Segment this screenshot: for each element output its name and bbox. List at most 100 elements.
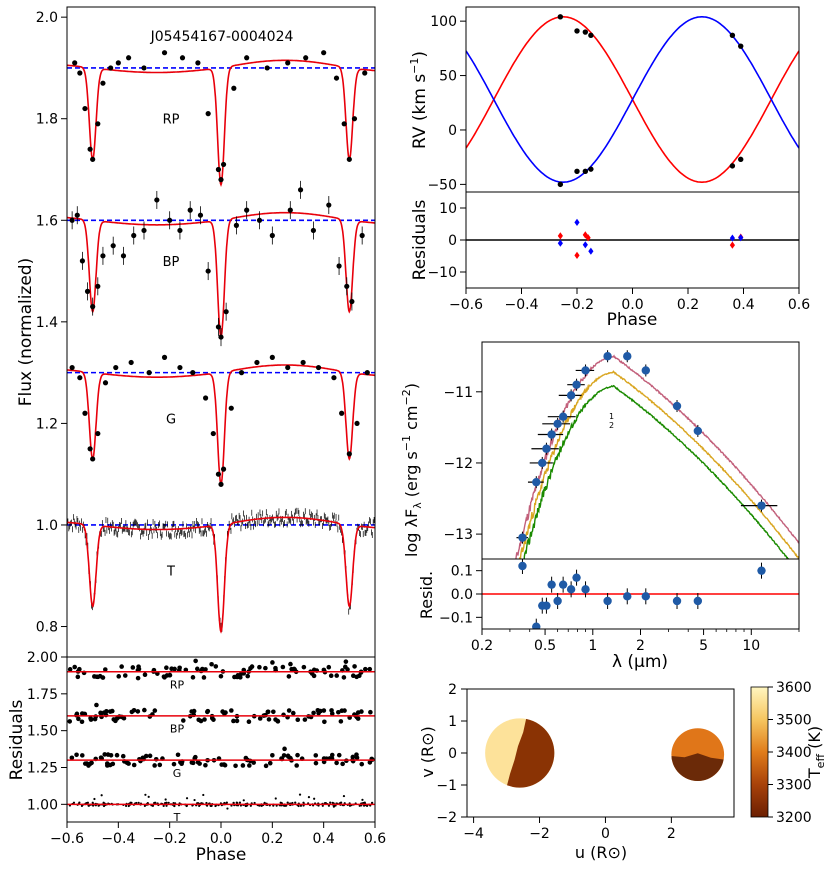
residual-point-g [270, 752, 275, 758]
lightcurve-point-bp [349, 298, 355, 305]
residual-point-bp [94, 702, 99, 708]
lightcurve-point-g [95, 430, 101, 437]
residual-point-rp [249, 664, 255, 669]
residual-point-bp [142, 707, 147, 713]
lightcurve-point-bp [90, 304, 96, 310]
y-tick-label: 1.00 [27, 797, 58, 813]
residual-point-bp [205, 708, 211, 714]
star-ylabel: v (R⊙) [418, 726, 437, 778]
lightcurve-point-bp [79, 258, 85, 264]
temperature-colorbar [750, 686, 769, 818]
residual-point-g [114, 752, 120, 758]
residual-point-rp [167, 672, 173, 678]
star-1-spot-group [505, 718, 555, 788]
sed-residual-point [542, 601, 551, 610]
sed-photometry-point [693, 426, 703, 436]
x-tick-label: 10 [742, 638, 760, 654]
residual-point-bp [88, 715, 93, 721]
residual-point-bp [257, 716, 263, 721]
residual-point-bp [336, 709, 341, 715]
lightcurve-point-rp [82, 105, 88, 112]
lightcurve-point-rp [77, 70, 83, 76]
x-tick-label: −0.6 [449, 297, 483, 313]
residual-point-t [214, 804, 217, 808]
residual-point-t [313, 797, 316, 800]
y-tick-label: 1.50 [27, 724, 58, 740]
residual-point-t [164, 798, 167, 801]
rv-point-secondary [582, 168, 589, 175]
lightcurve-point-rp [126, 55, 132, 61]
residual-point-rp [328, 673, 334, 679]
lightcurve-point-g [346, 451, 352, 457]
rv-residual-point-primary [729, 241, 735, 249]
sed-residual-panel: 0.1 0.0 −0.1 0.2 0.5 1 2 5 10 Resid. λ (μm) [417, 558, 800, 672]
residual-point-g [263, 763, 269, 769]
sed-photometry-point [547, 430, 556, 439]
residual-point-t [137, 801, 140, 804]
residual-point-g [313, 760, 319, 766]
residual-point-rp [155, 671, 160, 676]
lightcurve-point-rp [100, 80, 106, 86]
residual-point-rp [161, 674, 167, 679]
sed-residual-point [553, 596, 562, 606]
residual-point-g [153, 757, 159, 762]
residual-point-g [240, 763, 246, 768]
lightcurve-point-g [77, 375, 83, 381]
rv-point-primary [738, 156, 744, 163]
sed-residual-point [693, 596, 703, 606]
x-tick-label: −4 [463, 826, 484, 842]
y-tick-label: −1 [436, 778, 457, 794]
y-tick-label: 1.25 [27, 760, 58, 776]
rv-residual-ylabel: Residuals [410, 200, 430, 281]
sed-residual-ylabel: Resid. [417, 571, 436, 619]
residual-point-t [253, 801, 256, 805]
residual-point-rp [77, 666, 82, 672]
residual-point-t [286, 801, 289, 804]
lightcurve-point-bp [359, 232, 365, 239]
residual-point-bp [92, 716, 98, 722]
rv-point-primary [557, 14, 564, 20]
y-tick-label: 50 [439, 69, 457, 85]
lightcurve-point-bp [187, 207, 193, 213]
lightcurve-point-rp [220, 161, 227, 168]
rv-residual-panel: −10 0 10 −0.6 −0.4 −0.2 0.0 0.2 0.4 0.6 Residual… [410, 191, 810, 330]
sed-residual-point [757, 566, 766, 575]
residual-point-t [102, 801, 105, 804]
residual-point-t [294, 801, 297, 804]
residual-point-rp [288, 661, 293, 667]
sed-photometry-point [538, 458, 547, 468]
lightcurve-point-g [161, 354, 168, 360]
model-line-t [67, 516, 375, 634]
residual-point-g [195, 759, 201, 765]
residual-point-rp [367, 666, 373, 672]
rv-ylabel: RV (km s−1) [408, 51, 430, 149]
rv-residual-point-secondary [574, 218, 580, 226]
residual-point-rp [342, 664, 348, 670]
lightcurve-residual-panel: 1.00 1.25 1.50 1.75 2.00 −0.6 −0.4 −0.2 0.0 0.2 0… [7, 650, 386, 865]
lightcurve-point-bp [141, 227, 147, 234]
lightcurve-point-g [364, 370, 370, 376]
sed-model-total-0 [515, 354, 799, 559]
residual-point-t [329, 801, 332, 804]
residual-point-bp [152, 708, 158, 713]
residual-point-rp [311, 673, 317, 679]
residual-point-g [286, 754, 291, 759]
x-tick-label: 5 [699, 638, 708, 654]
residual-point-g [243, 755, 249, 761]
y-tick-label: 10 [439, 201, 457, 217]
lightcurve-ylabel: Flux (normalized) [16, 258, 36, 406]
lightcurve-point-g [190, 370, 196, 376]
lightcurve-title: J05454167-0004024 [150, 29, 294, 45]
y-tick-label: 100 [430, 14, 457, 30]
residual-point-t [147, 795, 150, 798]
lightcurve-point-rp [87, 146, 93, 152]
star-surface-panel: −2 −1 0 1 2 −4 −2 0 2 v (R⊙) u (R⊙) 3200 3300 340… [418, 680, 827, 862]
residual-point-g [175, 752, 181, 758]
lightcurve-point-g [113, 364, 119, 371]
x-tick-label: 0.4 [313, 831, 335, 847]
lightcurve-point-rp [264, 65, 270, 71]
residual-point-bp [191, 708, 197, 714]
residual-point-g [295, 752, 300, 758]
residual-point-g [89, 760, 94, 766]
